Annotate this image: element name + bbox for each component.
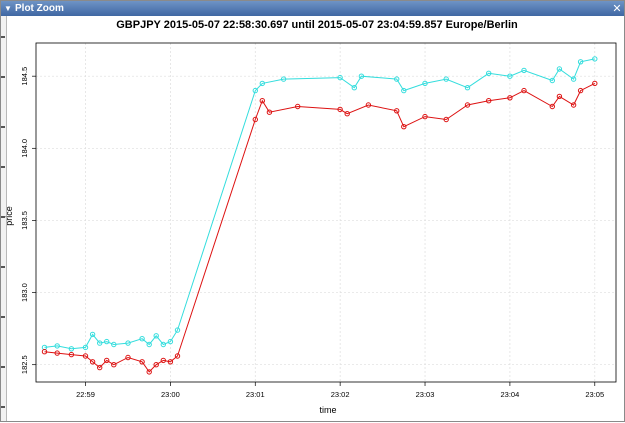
- series-line-1: [44, 82, 596, 373]
- series-0: [41, 56, 598, 352]
- series-1-point: [41, 349, 48, 355]
- series-1-point: [443, 116, 449, 123]
- window-titlebar[interactable]: ▼ Plot Zoom ✕: [1, 1, 624, 16]
- series-0-point: [125, 340, 131, 346]
- series-0-point: [507, 73, 513, 79]
- y-tick-label-4: 184.5: [20, 67, 29, 86]
- series-1-point: [521, 87, 527, 94]
- triangle-down-icon[interactable]: ▼: [4, 4, 12, 13]
- series-1-point: [337, 106, 343, 113]
- series-0-point: [521, 67, 527, 74]
- x-axis: 22:59 23:00 23:01 23:02 23:03 23:04 23:05: [76, 382, 604, 399]
- grid-lines: [36, 43, 616, 382]
- series-0-point: [89, 331, 96, 338]
- series-0-point: [401, 87, 407, 94]
- series-0-point: [422, 80, 428, 87]
- series-0-point: [167, 338, 174, 345]
- x-tick-label-0: 22:59: [76, 390, 95, 399]
- series-0-point: [280, 76, 287, 82]
- x-tick-label-6: 23:05: [585, 390, 604, 399]
- series-1-point: [365, 102, 372, 108]
- series-1-point: [266, 109, 273, 115]
- series-0-point: [82, 344, 89, 351]
- x-tick-label-2: 23:01: [246, 390, 265, 399]
- series-0-point: [394, 76, 400, 82]
- plot-area: [35, 42, 617, 383]
- series-1-point: [401, 124, 407, 130]
- series-0-point: [252, 87, 259, 94]
- series-1-point: [111, 362, 117, 368]
- series-1-point: [146, 369, 152, 375]
- series-1-point: [68, 351, 75, 358]
- series-0-point: [464, 85, 471, 91]
- series-1-point: [160, 357, 167, 364]
- series-1-point: [82, 353, 89, 359]
- series-0-point: [486, 70, 492, 77]
- x-tick-label-3: 23:02: [331, 390, 350, 399]
- series-0-point: [337, 74, 343, 81]
- series-0-point: [358, 73, 365, 79]
- series-1-point: [556, 93, 563, 100]
- series-1-point: [592, 80, 598, 87]
- series-1-point: [344, 111, 350, 117]
- series-1-point: [167, 359, 174, 365]
- series-line-0: [44, 58, 595, 350]
- x-axis-label: time: [319, 405, 336, 415]
- series-1-point: [252, 116, 259, 123]
- series-0-point: [443, 76, 449, 82]
- series-0-point: [570, 76, 577, 82]
- series-0-point: [146, 341, 152, 348]
- y-tick-label-1: 183.0: [20, 283, 29, 302]
- series-0-point: [549, 77, 555, 84]
- series-0-point: [139, 336, 145, 342]
- series-1-point: [89, 359, 96, 365]
- series-group: [41, 56, 598, 375]
- y-axis: 182.5 183.0 183.5 184.0 184.5: [20, 67, 36, 374]
- series-0-point: [592, 56, 598, 62]
- series-1-point: [577, 87, 584, 94]
- close-icon[interactable]: ✕: [612, 3, 622, 15]
- series-1-point: [570, 102, 577, 108]
- series-1-point: [259, 98, 265, 104]
- y-tick-label-0: 182.5: [20, 355, 29, 374]
- series-1-point: [54, 350, 60, 356]
- series-1-point: [507, 95, 513, 101]
- series-0-point: [68, 346, 75, 352]
- series-1-point: [394, 108, 400, 114]
- series-0-point: [111, 341, 117, 348]
- series-1-point: [153, 362, 159, 368]
- series-0-point: [577, 59, 584, 65]
- series-1-point: [486, 98, 492, 104]
- series-0-point: [153, 333, 159, 339]
- series-1-point: [422, 113, 428, 120]
- chart-title: GBPJPY 2015-05-07 22:58:30.697 until 201…: [116, 19, 518, 31]
- series-1-point: [125, 354, 131, 361]
- x-tick-label-1: 23:00: [161, 390, 180, 399]
- series-0-point: [104, 338, 110, 345]
- series-1-point: [295, 103, 301, 110]
- window-title: Plot Zoom: [15, 3, 64, 14]
- series-0-point: [259, 80, 265, 87]
- series-0-point: [54, 343, 60, 349]
- x-tick-label-5: 23:04: [501, 390, 520, 399]
- series-1: [41, 80, 598, 375]
- series-1-point: [549, 103, 555, 110]
- series-0-point: [97, 340, 103, 346]
- y-tick-label-2: 183.5: [20, 211, 29, 230]
- series-0-point: [556, 66, 563, 72]
- series-1-point: [97, 364, 103, 371]
- y-axis-label: price: [4, 206, 14, 226]
- series-1-point: [104, 357, 110, 364]
- series-1-point: [174, 353, 181, 359]
- series-0-point: [160, 341, 167, 348]
- left-resize-strip[interactable]: [1, 16, 7, 421]
- series-0-point: [174, 327, 181, 333]
- series-1-point: [139, 359, 145, 365]
- x-tick-label-4: 23:03: [416, 390, 435, 399]
- series-1-point: [464, 102, 471, 108]
- series-0-point: [351, 85, 357, 91]
- y-tick-label-3: 184.0: [20, 139, 29, 158]
